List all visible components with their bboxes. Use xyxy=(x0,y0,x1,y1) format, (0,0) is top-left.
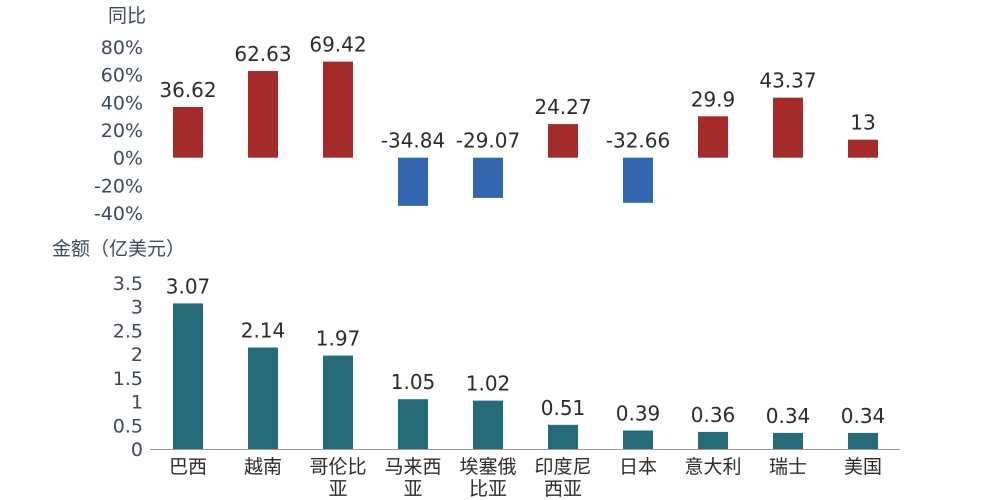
bottom-bar-cat-4 xyxy=(473,400,503,449)
bottom-bar-cat-2 xyxy=(323,355,353,449)
bottom-bar-cat-9 xyxy=(848,432,878,449)
bottom-ytick-label: 0 xyxy=(131,439,143,461)
category-label: 巴西 xyxy=(169,456,207,478)
category-label: 哥伦比亚 xyxy=(309,456,366,500)
top-bar-cat-3 xyxy=(398,157,428,206)
bottom-data-label: 0.39 xyxy=(616,402,661,426)
top-ytick-label: -40% xyxy=(94,203,143,225)
bottom-data-label: 0.34 xyxy=(766,404,811,428)
top-ytick-label: 0% xyxy=(113,148,143,170)
bottom-data-label: 0.34 xyxy=(841,404,886,428)
top-bar-cat-1 xyxy=(248,71,278,158)
bottom-ytick-label: 3.5 xyxy=(113,273,143,295)
category-label: 越南 xyxy=(244,456,282,478)
bottom-bar-cat-7 xyxy=(698,431,728,449)
top-ytick-label: 20% xyxy=(101,120,143,142)
bottom-ytick-label: 1.5 xyxy=(113,368,143,390)
top-data-label: 62.63 xyxy=(234,42,291,66)
top-ytick-label: 60% xyxy=(101,65,143,87)
top-chart-ylabel: 同比 xyxy=(108,5,146,27)
category-label: 瑞士 xyxy=(769,456,807,478)
top-data-label: 24.27 xyxy=(534,95,591,119)
top-bar-cat-9 xyxy=(848,139,878,158)
top-ytick-label: 40% xyxy=(101,92,143,114)
bottom-bar-cat-8 xyxy=(773,432,803,449)
bottom-data-label: 0.51 xyxy=(541,396,586,420)
bottom-data-label: 1.97 xyxy=(316,327,361,351)
top-ytick-label: 80% xyxy=(101,37,143,59)
top-data-label: 36.62 xyxy=(159,78,216,102)
top-bar-cat-4 xyxy=(473,157,503,198)
category-label: 美国 xyxy=(844,456,882,478)
bottom-bar-cat-5 xyxy=(548,424,578,449)
top-bar-cat-7 xyxy=(698,116,728,158)
bottom-bar-cat-6 xyxy=(623,430,653,449)
top-chart-yticks: 80% 60% 40% 20% 0% -20% -40% xyxy=(94,37,143,225)
top-bar-cat-2 xyxy=(323,61,353,158)
bottom-data-label: 3.07 xyxy=(166,274,211,298)
bottom-ytick-label: 2.5 xyxy=(113,320,143,342)
category-label: 埃塞俄比亚 xyxy=(459,456,516,500)
top-bar-cat-6 xyxy=(623,157,653,203)
bottom-data-label: 2.14 xyxy=(241,319,286,343)
bottom-ytick-label: 0.5 xyxy=(113,415,143,437)
bottom-chart-bars xyxy=(173,303,878,449)
bottom-ytick-label: 1 xyxy=(131,392,143,414)
bottom-data-label: 1.02 xyxy=(466,372,511,396)
top-ytick-label: -20% xyxy=(94,175,143,197)
bottom-ytick-label: 2 xyxy=(131,344,143,366)
top-data-label: 43.37 xyxy=(759,69,816,93)
top-data-label: 29.9 xyxy=(691,87,736,111)
top-bar-cat-5 xyxy=(548,124,578,158)
bottom-data-label: 0.36 xyxy=(691,403,736,427)
top-data-label: 13 xyxy=(850,111,875,135)
top-data-label: -29.07 xyxy=(456,129,520,153)
top-data-label: 69.42 xyxy=(309,33,366,57)
bottom-chart-data-labels: 3.07 2.14 1.97 1.05 1.02 0.51 0.39 0.36 0.34 0.34 xyxy=(166,274,886,427)
top-chart-bars xyxy=(173,61,878,206)
bottom-chart-yticks: 3.532.521.510.50 xyxy=(113,273,143,461)
category-label: 意大利 xyxy=(684,456,741,478)
category-label: 印度尼西亚 xyxy=(534,456,591,500)
top-data-label: -32.66 xyxy=(606,129,670,153)
bottom-ytick-label: 3 xyxy=(131,297,143,319)
top-bar-cat-0 xyxy=(173,107,203,158)
category-label: 日本 xyxy=(619,456,657,478)
category-label: 马来西亚 xyxy=(384,456,441,500)
bottom-data-label: 1.05 xyxy=(391,370,436,394)
bottom-bar-cat-0 xyxy=(173,303,203,449)
top-chart-data-labels: 36.62 62.63 69.42 -34.84 -29.07 24.27 -32.66 29… xyxy=(159,33,875,153)
bottom-bar-cat-1 xyxy=(248,347,278,449)
bottom-bar-cat-3 xyxy=(398,399,428,449)
top-data-label: -34.84 xyxy=(381,129,445,153)
bottom-chart-ylabel: 金额（亿美元） xyxy=(52,238,185,260)
top-bar-cat-8 xyxy=(773,97,803,158)
